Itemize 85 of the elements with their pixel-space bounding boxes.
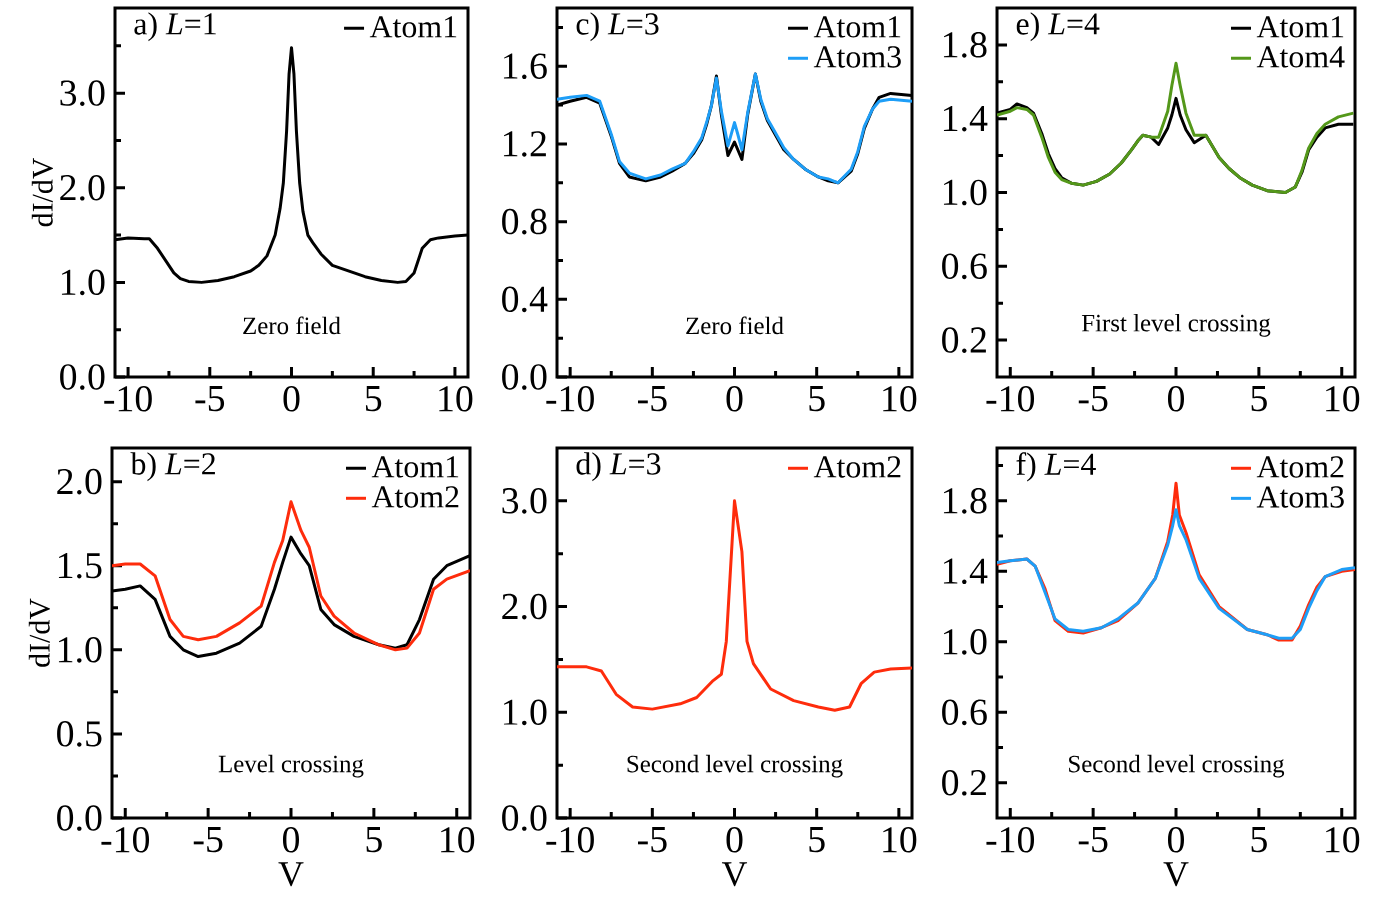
y-tick-label: 0.0 [502,805,547,831]
x-tick-label: 5 [1251,386,1267,412]
y-tick-label: 1.6 [503,53,547,80]
x-tick-label: -5 [637,827,667,853]
x-tick-label: 5 [1251,827,1267,853]
x-tick-label: -10 [104,386,152,412]
y-tick-label: 1.0 [58,636,102,663]
y-tick-label: 1.4 [943,558,988,585]
annotation: Zero field [243,316,341,335]
y-tick-label: 2.0 [502,593,547,620]
x-tick-label: -5 [1078,386,1108,412]
y-tick-label: 1.4 [943,105,988,132]
y-tick-label: 1.8 [943,32,987,58]
legend-label: Atom1 [813,16,901,38]
x-tick-label: -10 [546,386,594,412]
x-tick-label: 5 [365,386,382,412]
legend-label: Atom2 [813,456,901,478]
y-tick-label: 0.5 [57,721,102,747]
x-tick-label: 0 [726,386,743,412]
y-tick-label: 0.0 [57,805,102,831]
y-tick-label: 0.8 [502,208,547,235]
annotation: Level crossing [218,754,364,778]
annotation: b) L=2 [130,452,215,482]
x-axis-title: V [1163,862,1189,887]
legend-label: Atom1 [1256,16,1344,38]
annotation: Zero field [686,316,784,335]
x-tick-label: -10 [546,827,594,853]
y-tick-label: 3.0 [60,80,105,106]
x-tick-label: 10 [441,827,475,853]
y-axis-title: dI/dV [31,157,53,227]
legend-label: Atom3 [813,46,901,68]
x-tick-label: 5 [809,827,825,853]
y-tick-label: 1.0 [61,269,105,296]
annotation: a) L=1 [134,12,216,42]
annotation: c) L=3 [576,12,659,42]
x-tick-label: 0 [726,827,743,853]
y-tick-label: 1.0 [503,699,547,726]
x-tick-label: 0 [1167,386,1185,412]
x-tick-label: 0 [282,827,299,853]
legend-label: Atom4 [1256,46,1345,68]
x-axis-title: V [278,862,304,887]
x-tick-label: -10 [101,827,150,853]
x-tick-label: -5 [195,386,225,412]
x-tick-label: 0 [1167,827,1185,853]
annotation: Second level crossing [627,754,843,778]
x-tick-label: 10 [883,386,917,412]
y-tick-label: 2.0 [60,174,105,201]
annotation: First level crossing [1081,314,1271,337]
y-tick-label: 0.6 [942,699,987,726]
x-tick-label: 10 [1326,827,1360,853]
legend-label: Atom3 [1256,486,1344,508]
x-tick-label: 10 [1326,386,1360,412]
y-tick-label: 1.0 [943,628,987,655]
legend-label: Atom2 [1256,456,1344,478]
x-tick-label: 0 [283,386,300,412]
y-tick-label: 1.8 [943,488,987,514]
legend-label: Atom1 [371,456,459,478]
y-tick-label: 1.2 [503,131,546,157]
y-tick-label: 2.0 [57,468,102,495]
annotation: d) L=3 [576,452,661,482]
y-tick-label: 0.4 [502,286,548,313]
x-tick-label: 10 [883,827,917,853]
x-tick-label: -10 [986,386,1035,412]
y-tick-label: 0.0 [60,364,105,390]
y-tick-label: 0.6 [942,253,987,280]
y-tick-label: 1.5 [58,552,102,579]
annotation: Second level crossing [1069,754,1285,778]
legend-label: Atom2 [371,486,459,508]
y-tick-label: 0.0 [502,364,547,390]
x-tick-label: 5 [809,386,825,412]
y-tick-label: 0.2 [942,769,986,796]
x-tick-label: -10 [986,827,1035,853]
x-axis-title: V [721,862,748,887]
x-tick-label: -5 [193,827,223,853]
x-tick-label: 5 [366,827,382,853]
y-tick-label: 1.0 [943,179,987,206]
x-tick-label: 10 [439,386,473,412]
x-tick-label: -5 [1078,827,1108,853]
legend-label: Atom1 [369,16,457,38]
y-tick-label: 3.0 [502,488,547,514]
x-tick-label: -5 [637,386,667,412]
y-axis-title: dI/dV [28,598,50,667]
annotation: f) L=4 [1016,452,1096,482]
y-tick-label: 0.2 [942,327,986,353]
annotation: e) L=4 [1016,12,1100,42]
